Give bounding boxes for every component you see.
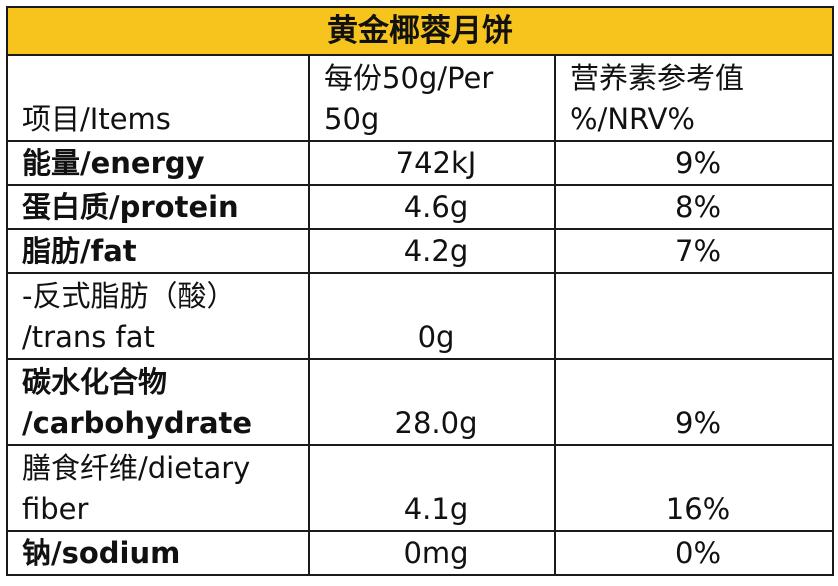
row-label: -反式脂肪（酸） /trans fat [6, 272, 310, 360]
header-nrv-line2: %/NRV% [570, 102, 695, 136]
header-per-serving-line1: 每份50g/Per [324, 61, 494, 95]
row-label: 碳水化合物/carbohydrate [6, 358, 310, 446]
table-row: 蛋白质/protein 4.6g 8% [6, 184, 835, 230]
row-label: 钠/sodium [6, 530, 310, 576]
row-label-line1: -反式脂肪（酸） [22, 279, 236, 313]
row-label-line2: fiber [22, 492, 89, 526]
row-nrv: 7% [553, 228, 835, 274]
row-label: 脂肪/fat [6, 228, 310, 274]
row-nrv: 9% [553, 358, 835, 446]
header-items-label: 项目/Items [22, 102, 171, 136]
table-row: 脂肪/fat 4.2g 7% [6, 228, 835, 274]
table-row: 钠/sodium 0mg 0% [6, 530, 835, 576]
row-label: 蛋白质/protein [6, 184, 310, 230]
row-label: 膳食纤维/dietary fiber [6, 444, 310, 532]
row-label-line2: /trans fat [22, 320, 155, 354]
row-value: 28.0g [308, 358, 556, 446]
header-nrv-line1: 营养素参考值 [570, 61, 745, 95]
product-title: 黄金椰蓉月饼 [5, 6, 835, 56]
table-row: 能量/energy 742kJ 9% [6, 140, 835, 186]
row-label-line1: 膳食纤维/dietary [22, 451, 251, 485]
table-title-row: 黄金椰蓉月饼 [5, 6, 835, 56]
row-value: 0g [308, 272, 556, 360]
table-row: 膳食纤维/dietary fiber 4.1g 16% [6, 444, 835, 532]
table-row: 碳水化合物/carbohydrate 28.0g 9% [6, 358, 835, 446]
row-value: 0mg [308, 530, 556, 576]
row-nrv [553, 272, 835, 360]
row-nrv: 9% [553, 140, 835, 186]
nutrition-table-container: 黄金椰蓉月饼 项目/Items 每份50g/Per 50g 营养素参考值 %/NRV… [5, 6, 835, 580]
header-per-serving-line2: 50g [324, 102, 380, 136]
row-label: 能量/energy [6, 140, 310, 186]
row-value: 4.6g [308, 184, 556, 230]
row-value: 4.1g [308, 444, 556, 532]
row-label-line2: /carbohydrate [22, 406, 253, 440]
nutrition-facts-table: 黄金椰蓉月饼 项目/Items 每份50g/Per 50g 营养素参考值 %/NRV… [5, 6, 835, 576]
header-nrv: 营养素参考值 %/NRV% [553, 54, 835, 142]
row-value: 742kJ [308, 140, 556, 186]
table-row: -反式脂肪（酸） /trans fat 0g [6, 272, 835, 360]
header-items: 项目/Items [6, 54, 310, 142]
row-nrv: 16% [553, 444, 835, 532]
row-nrv: 8% [553, 184, 835, 230]
row-nrv: 0% [553, 530, 835, 576]
row-value: 4.2g [308, 228, 556, 274]
table-header-row: 项目/Items 每份50g/Per 50g 营养素参考值 %/NRV% [6, 54, 835, 142]
row-label-line1: 碳水化合物 [22, 365, 168, 399]
header-per-serving: 每份50g/Per 50g [308, 54, 556, 142]
